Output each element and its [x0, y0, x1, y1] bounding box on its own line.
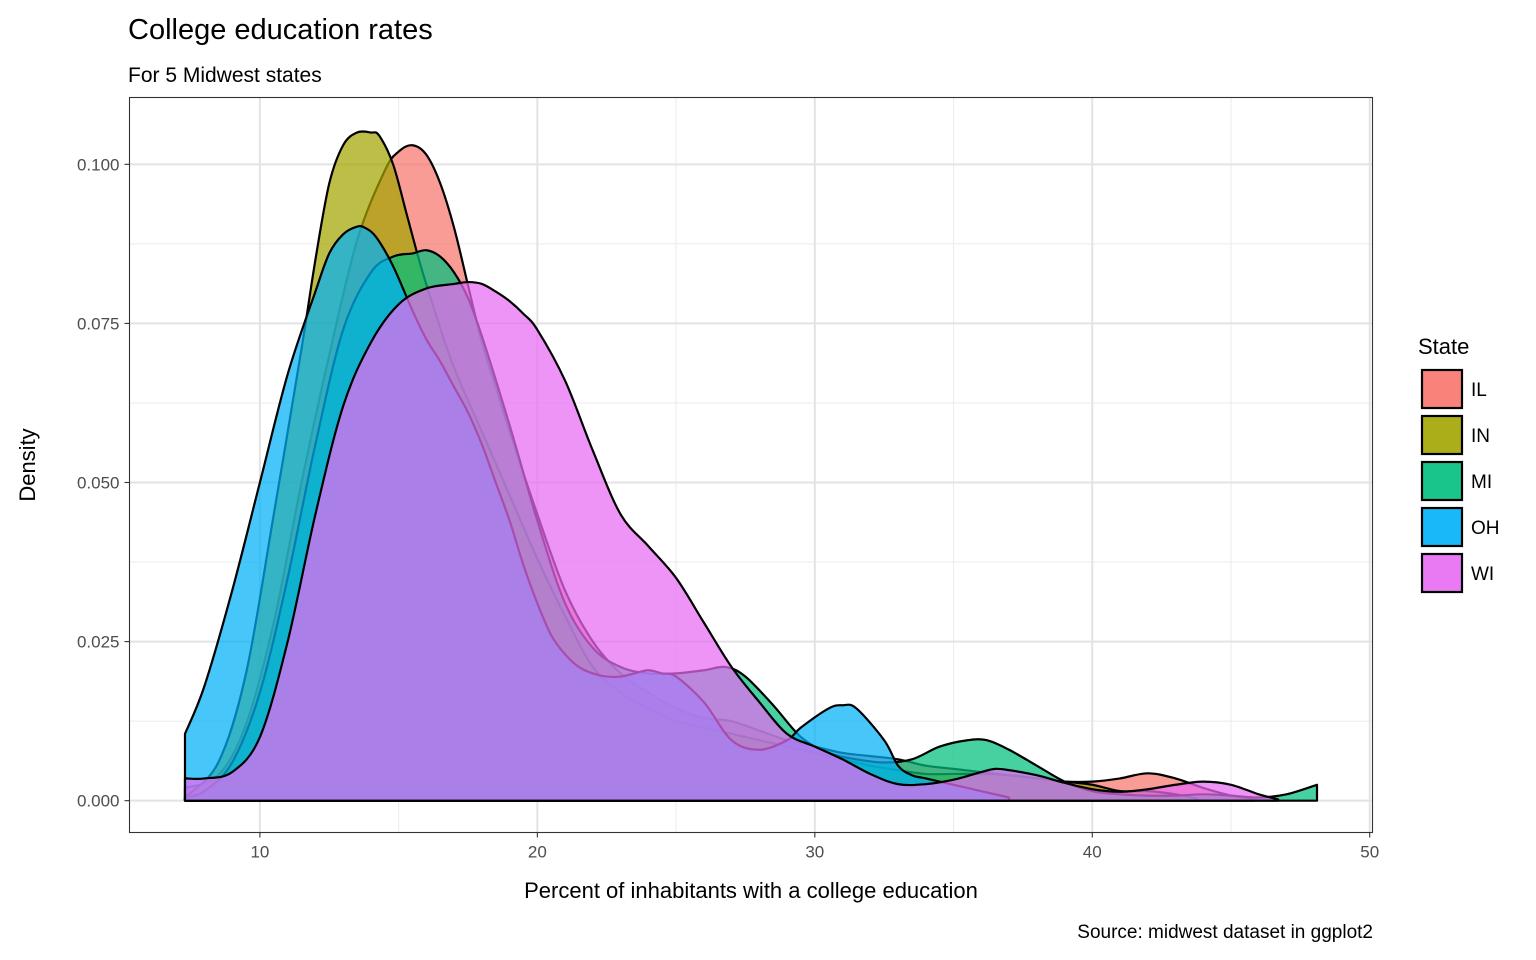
legend-item-oh: OH — [1420, 506, 1500, 548]
y-tick-label: 0.100 — [77, 155, 120, 174]
chart-title: College education rates — [128, 14, 433, 46]
chart-subtitle: For 5 Midwest states — [128, 64, 322, 87]
legend-swatch — [1420, 368, 1464, 410]
legend: State IL IN MI OH WI — [1418, 334, 1500, 594]
x-tick-label: 10 — [250, 843, 269, 862]
legend-title: State — [1418, 334, 1469, 359]
x-tick-label: 30 — [805, 843, 824, 862]
y-tick-label: 0.050 — [77, 474, 120, 493]
x-tick-label: 40 — [1083, 843, 1102, 862]
legend-label: IN — [1471, 426, 1490, 447]
chart-caption: Source: midwest dataset in ggplot2 — [1077, 922, 1373, 943]
density-areas — [183, 130, 1319, 802]
y-axis-title: Density — [15, 428, 40, 501]
legend-item-il: IL — [1420, 368, 1487, 410]
legend-label: OH — [1471, 518, 1500, 539]
density-area-wi — [183, 280, 1280, 802]
y-tick-label: 0.075 — [77, 314, 120, 333]
legend-label: WI — [1471, 564, 1494, 585]
x-tick-label: 50 — [1360, 843, 1379, 862]
legend-label: MI — [1471, 472, 1492, 493]
legend-swatch — [1420, 460, 1464, 502]
y-tick-label: 0.000 — [77, 792, 120, 811]
plot-border — [128, 96, 1374, 834]
legend-swatch — [1420, 552, 1464, 594]
legend-item-wi: WI — [1420, 552, 1494, 594]
legend-swatch — [1420, 414, 1464, 456]
x-axis-title: Percent of inhabitants with a college ed… — [524, 878, 978, 903]
legend-item-mi: MI — [1420, 460, 1492, 502]
y-tick-label: 0.025 — [77, 633, 120, 652]
legend-label: IL — [1471, 380, 1487, 401]
legend-item-in: IN — [1420, 414, 1490, 456]
axes: 10 20 30 40 50 0.000 0.025 0.050 0.075 0.100 — [77, 155, 1379, 861]
x-tick-label: 20 — [528, 843, 547, 862]
legend-swatch — [1420, 506, 1464, 548]
